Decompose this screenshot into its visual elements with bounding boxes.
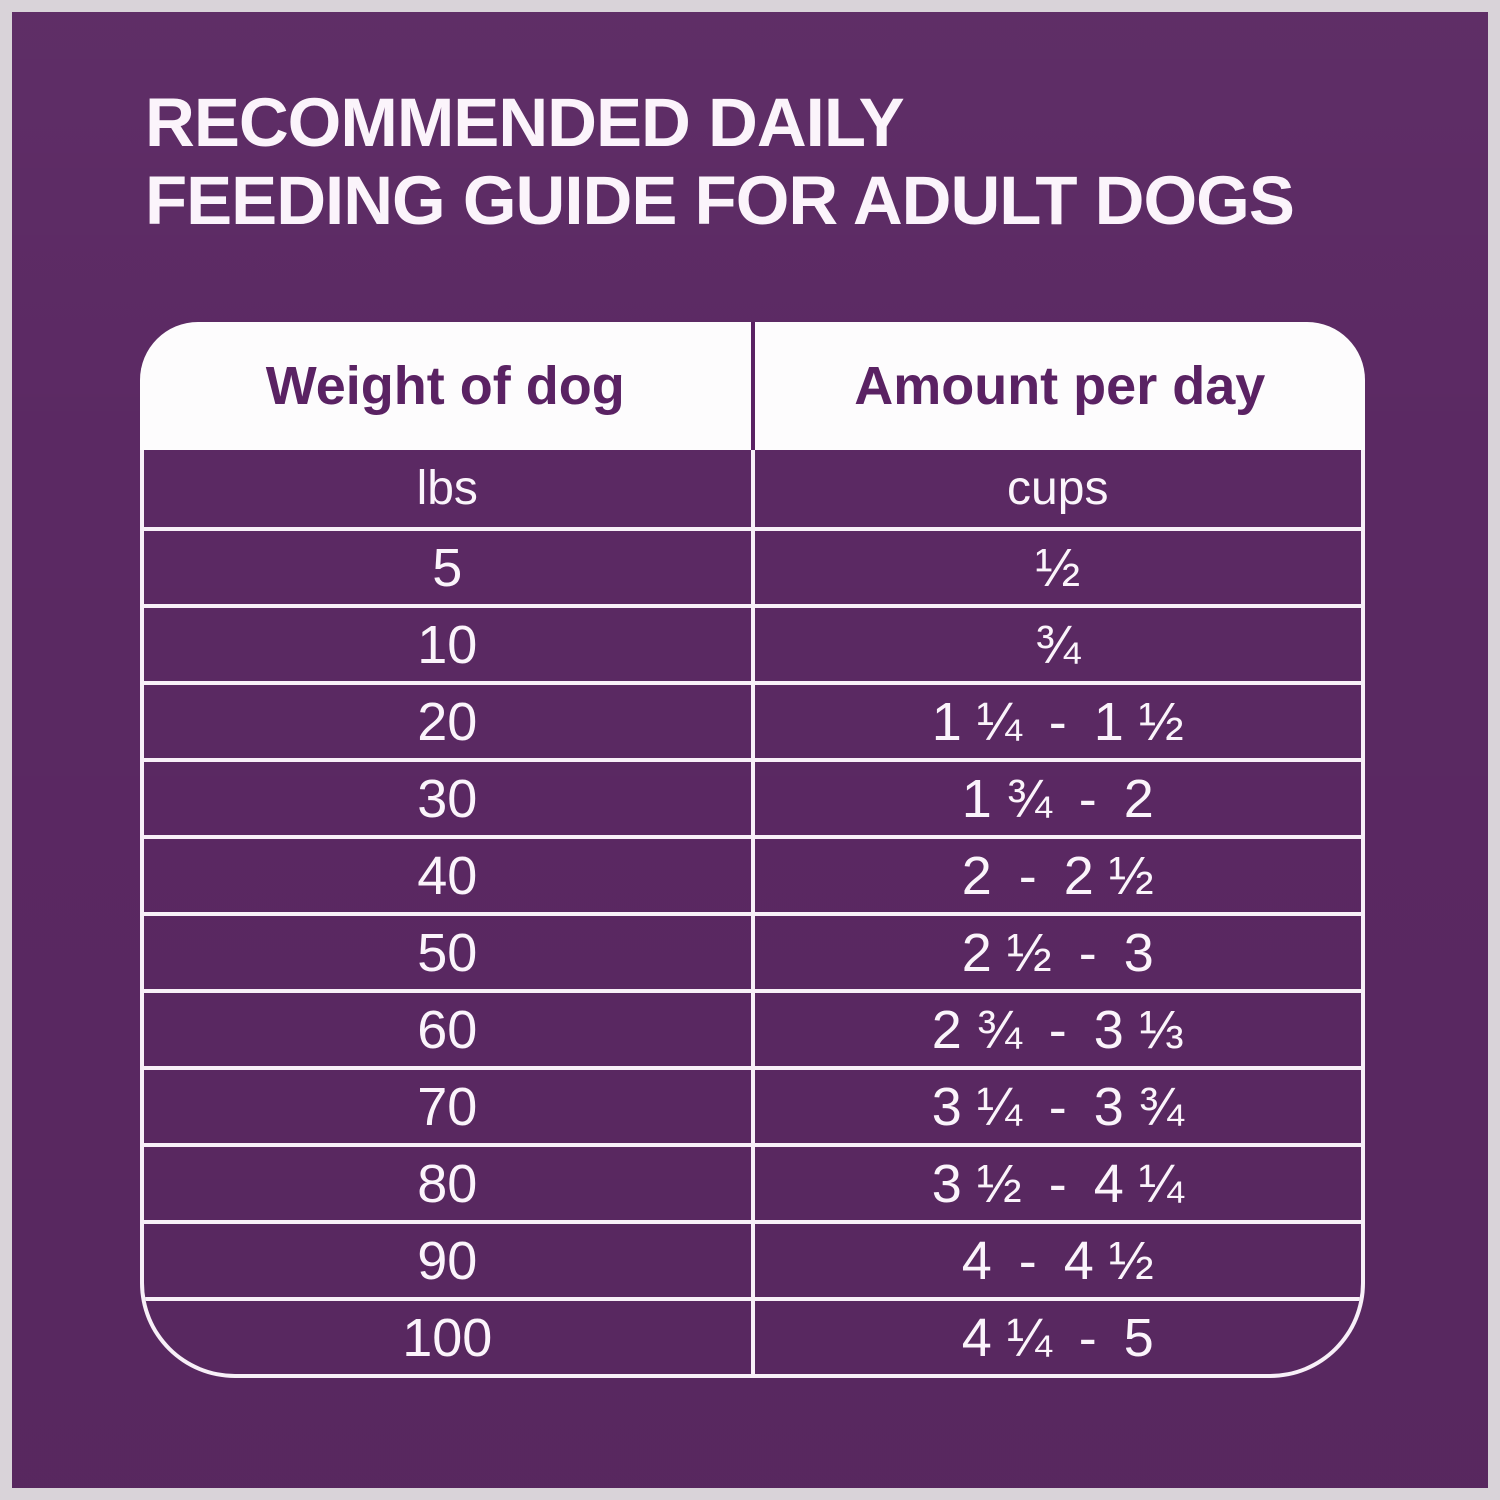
table-row: 90 4 - 4 ½	[144, 1220, 1361, 1297]
amount-unit-label: cups	[1007, 462, 1109, 515]
page-title: RECOMMENDED DAILY FEEDING GUIDE FOR ADUL…	[145, 84, 1295, 240]
table-row: 40 2 - 2 ½	[144, 835, 1361, 912]
amount-cell: 3 ½ - 4 ¼	[931, 1153, 1184, 1214]
amount-cell: 1 ¼ - 1 ½	[931, 691, 1184, 752]
feeding-guide-table: Weight of dog Amount per day lbs cups 5 …	[140, 322, 1365, 1378]
weight-cell: 30	[144, 762, 755, 835]
amount-cell: 2 - 2 ½	[961, 845, 1154, 906]
weight-cell: 80	[144, 1147, 755, 1220]
table-row: 80 3 ½ - 4 ¼	[144, 1143, 1361, 1220]
title-line-1: RECOMMENDED DAILY	[145, 84, 905, 161]
table-row: 30 1 ¾ - 2	[144, 758, 1361, 835]
table-header: Weight of dog Amount per day	[140, 322, 1365, 450]
table-row: 100 4 ¼ - 5	[144, 1297, 1361, 1374]
amount-cell: 3 ¼ - 3 ¾	[931, 1076, 1184, 1137]
weight-cell: 5	[144, 531, 755, 604]
amount-cell: 4 ¼ - 5	[961, 1307, 1154, 1368]
purple-panel: RECOMMENDED DAILY FEEDING GUIDE FOR ADUL…	[12, 12, 1488, 1488]
table-row: 60 2 ¾ - 3 ⅓	[144, 989, 1361, 1066]
amount-cell: ¾	[1035, 614, 1081, 675]
amount-cell: 1 ¾ - 2	[961, 768, 1154, 829]
amount-cell: 2 ½ - 3	[961, 922, 1154, 983]
weight-cell: 10	[144, 608, 755, 681]
weight-cell: 40	[144, 839, 755, 912]
unit-row: lbs cups	[144, 450, 1361, 527]
weight-cell: 100	[144, 1301, 755, 1374]
weight-cell: 20	[144, 685, 755, 758]
table-body: lbs cups 5 ½ 10 ¾ 20 1 ¼ - 1 ½ 30 1 ¾ - …	[140, 450, 1365, 1378]
amount-cell: 2 ¾ - 3 ⅓	[931, 999, 1184, 1060]
weight-cell: 60	[144, 993, 755, 1066]
amount-cell: ½	[1035, 537, 1081, 598]
weight-cell: 70	[144, 1070, 755, 1143]
weight-cell: 90	[144, 1224, 755, 1297]
column-header-weight: Weight of dog	[140, 322, 755, 450]
weight-cell: 50	[144, 916, 755, 989]
table-row: 10 ¾	[144, 604, 1361, 681]
amount-cell: 4 - 4 ½	[961, 1230, 1154, 1291]
table-row: 5 ½	[144, 527, 1361, 604]
title-line-2: FEEDING GUIDE FOR ADULT DOGS	[145, 162, 1295, 239]
column-header-amount: Amount per day	[854, 356, 1266, 416]
table-row: 20 1 ¼ - 1 ½	[144, 681, 1361, 758]
table-row: 50 2 ½ - 3	[144, 912, 1361, 989]
table-row: 70 3 ¼ - 3 ¾	[144, 1066, 1361, 1143]
weight-unit-label: lbs	[144, 450, 755, 527]
